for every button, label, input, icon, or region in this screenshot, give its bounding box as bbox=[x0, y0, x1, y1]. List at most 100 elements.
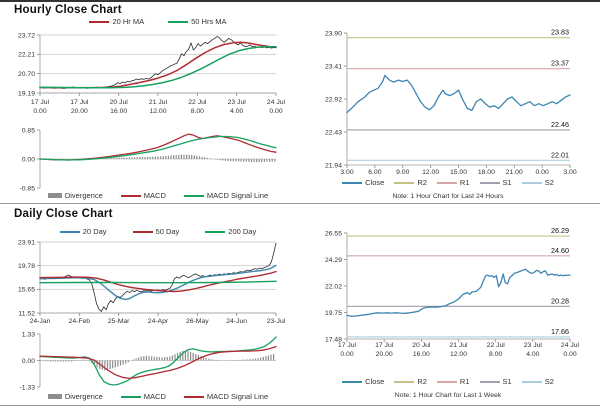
divergence-bar bbox=[187, 351, 189, 361]
divergence-bar bbox=[147, 157, 149, 159]
legend-line-swatch-r2 bbox=[394, 181, 415, 184]
legend-item-macd-signal-line: MACD Signal Line bbox=[183, 392, 268, 401]
legend-item-s2: S2 bbox=[521, 377, 554, 386]
y-tick-label: 21.94 bbox=[325, 162, 342, 169]
x-tick-label: 22 Jul bbox=[188, 99, 207, 106]
legend-line-swatch-macd bbox=[120, 194, 141, 197]
divergence-bar bbox=[55, 360, 57, 362]
divergence-bar bbox=[138, 357, 140, 361]
legend-item-r1: R1 bbox=[436, 377, 470, 386]
legend-label: Close bbox=[365, 178, 385, 187]
series-macd-signal-line bbox=[39, 345, 277, 380]
divergence-bar bbox=[269, 159, 271, 162]
hourly-pivot-note: Note: 1 Hour Chart for Last 24 Hours bbox=[392, 193, 504, 200]
divergence-bar bbox=[254, 358, 257, 361]
x-tick-label: 12.00 bbox=[149, 108, 166, 115]
y-tick-label: 19.19 bbox=[18, 90, 35, 97]
y-tick-label: 15.65 bbox=[18, 287, 35, 294]
legend-line-swatch-macd bbox=[120, 395, 141, 398]
daily-pivot-legend: Close R2 R1 S1 S2 bbox=[322, 377, 574, 386]
divergence-bar bbox=[143, 356, 145, 361]
divergence-bar bbox=[128, 157, 130, 159]
legend-line-swatch-close bbox=[342, 380, 363, 383]
divergence-bar bbox=[75, 360, 77, 361]
divergence-bar bbox=[240, 159, 242, 162]
y-tick-label: 23.41 bbox=[325, 63, 342, 70]
divergence-bar bbox=[101, 360, 103, 370]
divergence-bar bbox=[123, 157, 125, 159]
divergence-bar bbox=[253, 159, 255, 163]
daily-macd-legend: Divergence MACD MACD Signal Line bbox=[40, 392, 276, 401]
divergence-bar bbox=[154, 156, 156, 159]
y-tick-label: 23.72 bbox=[18, 32, 35, 39]
divergence-bar bbox=[148, 356, 150, 361]
divergence-bar bbox=[161, 357, 163, 361]
daily-section-title: Daily Close Chart bbox=[14, 208, 113, 220]
divergence-bar bbox=[70, 360, 72, 362]
divergence-bar bbox=[42, 360, 44, 361]
y-tick-label: 26.55 bbox=[325, 230, 342, 237]
legend-line-swatch-s1 bbox=[479, 380, 500, 383]
x-tick-label: 24-Jun bbox=[226, 318, 247, 325]
x-tick-label: 0.00 bbox=[340, 351, 353, 358]
divergence-bar bbox=[134, 157, 136, 159]
divergence-bar bbox=[139, 157, 141, 159]
divergence-bar bbox=[114, 360, 116, 368]
divergence-bar bbox=[115, 157, 118, 159]
divergence-bar bbox=[215, 360, 218, 361]
legend-item-macd: MACD bbox=[120, 392, 166, 401]
y-tick-label: 24.29 bbox=[325, 257, 342, 264]
x-tick-label: 8.00 bbox=[191, 108, 204, 115]
divergence-bar bbox=[88, 360, 90, 362]
divergence-bar bbox=[266, 159, 268, 162]
divergence-bar bbox=[222, 159, 224, 161]
divergence-bar bbox=[247, 359, 249, 361]
divergence-bar bbox=[241, 359, 244, 361]
divergence-bar bbox=[243, 159, 245, 162]
divergence-bar bbox=[135, 358, 137, 361]
divergence-bar bbox=[175, 155, 177, 159]
legend-item-r1: R1 bbox=[436, 178, 470, 187]
divergence-bar bbox=[249, 359, 251, 361]
divergence-bar bbox=[144, 157, 146, 159]
x-tick-label: 23 Jul bbox=[228, 99, 247, 106]
divergence-bar bbox=[257, 358, 259, 361]
legend-item-20-day: 20 Day bbox=[59, 227, 107, 236]
divergence-bar bbox=[83, 359, 85, 361]
x-tick-label: 21 Jul bbox=[149, 99, 168, 106]
y-tick-label: 0.85 bbox=[22, 127, 35, 134]
divergence-bar bbox=[244, 359, 246, 361]
legend-label: S1 bbox=[502, 377, 512, 386]
divergence-bar bbox=[250, 159, 253, 162]
divergence-bar bbox=[126, 157, 128, 159]
divergence-bar bbox=[131, 157, 133, 159]
y-tick-label: 11.52 bbox=[18, 310, 35, 317]
hourly-price-chart: 23.72 22.21 20.70 19.19 17 Jul 0.00 17 Jul 20.0… bbox=[18, 32, 286, 115]
divergence-bar bbox=[180, 154, 182, 159]
legend-item-close: Close bbox=[342, 377, 384, 386]
pivot-level-label-s1: 20.28 bbox=[551, 296, 569, 305]
divergence-bar bbox=[171, 355, 173, 361]
series-macd-signal-line bbox=[39, 135, 277, 161]
x-tick-label: 23-Jul bbox=[267, 318, 286, 325]
legend-line-swatch-20-day bbox=[59, 230, 80, 233]
series-macd bbox=[39, 133, 277, 161]
y-tick-label: 22.92 bbox=[325, 96, 342, 103]
x-tick-label: 24-Jan bbox=[30, 318, 51, 325]
legend-label: R2 bbox=[417, 377, 427, 386]
divergence-bar bbox=[217, 159, 219, 160]
x-tick-label: 24 Jul bbox=[267, 99, 286, 106]
daily-price-legend: 20 Day 50 Day 200 Day bbox=[40, 227, 276, 236]
x-tick-label: 4.00 bbox=[230, 108, 243, 115]
x-tick-label: 9.00 bbox=[396, 169, 409, 176]
divergence-bar bbox=[44, 360, 46, 362]
divergence-bar bbox=[191, 155, 193, 159]
divergence-bar bbox=[209, 158, 211, 159]
legend-bar-swatch-divergence bbox=[47, 394, 62, 399]
legend-line-swatch-20-hr-ma bbox=[89, 20, 110, 23]
section-divider bbox=[0, 203, 600, 204]
divergence-bar bbox=[136, 157, 138, 159]
